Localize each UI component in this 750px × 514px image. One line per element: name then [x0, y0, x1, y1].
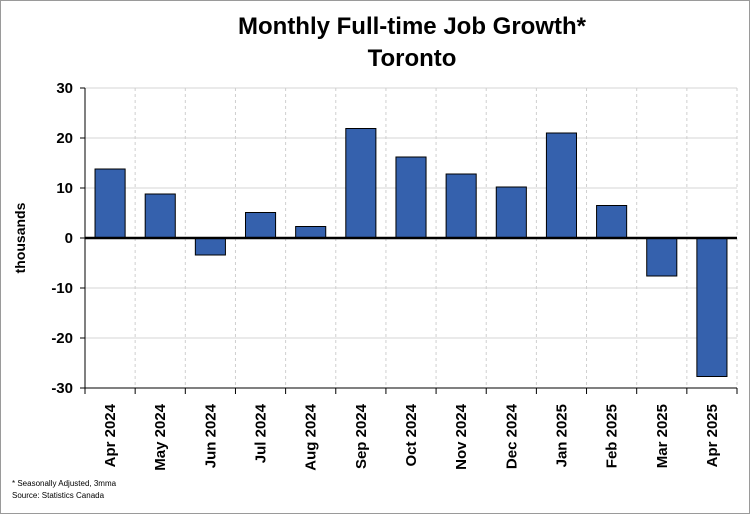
x-tick-labels: Apr 2024 May 2024 Jun 2024 Jul 2024 Aug 2024… — [102, 403, 721, 470]
bar-mar-2025 — [646, 237, 678, 277]
x-tick-label: Oct 2024 — [403, 403, 420, 466]
chart-title-line-1: Monthly Full-time Job Growth* — [238, 13, 587, 40]
y-tick-label: -10 — [51, 280, 73, 297]
footnote-source: Source: Statistics Canada — [12, 491, 105, 500]
bar-nov-2024 — [445, 173, 477, 239]
bars — [94, 128, 728, 377]
footnote-seasonal: * Seasonally Adjusted, 3mma — [12, 479, 117, 488]
y-tick-label: -30 — [51, 380, 73, 397]
y-tick-label: 30 — [56, 80, 73, 97]
bar-aug-2024 — [295, 226, 327, 239]
y-tick-label: 20 — [56, 130, 73, 147]
bar-jul-2024 — [244, 212, 277, 239]
bar-jun-2024 — [194, 237, 226, 256]
x-tick-label: Jan 2025 — [553, 404, 570, 467]
x-tick-label: Aug 2024 — [303, 403, 320, 470]
x-tick-label: Jul 2024 — [253, 403, 270, 463]
y-tick-label: -20 — [51, 330, 73, 347]
bar-jan-2025 — [545, 132, 578, 239]
x-tick-label: Dec 2024 — [503, 403, 520, 469]
axes — [80, 87, 738, 394]
chart-title-line-2: Toronto — [368, 45, 457, 72]
y-axis-label: thousands — [12, 202, 28, 273]
x-tick-label: Feb 2025 — [604, 404, 621, 468]
bar-apr-2024 — [94, 168, 126, 239]
x-tick-label: May 2024 — [152, 403, 169, 470]
x-tick-label: Apr 2025 — [704, 404, 721, 467]
x-tick-label: Mar 2025 — [654, 404, 671, 468]
bar-oct-2024 — [395, 156, 427, 239]
bar-sep-2024 — [345, 128, 377, 239]
x-tick-label: Jun 2024 — [202, 403, 219, 468]
bar-feb-2025 — [596, 205, 628, 239]
bar-dec-2024 — [495, 186, 527, 239]
x-tick-label: Apr 2024 — [102, 403, 119, 467]
x-tick-label: Nov 2024 — [453, 403, 470, 470]
y-tick-label: 10 — [56, 180, 73, 197]
bar-apr-2025 — [696, 237, 728, 377]
bar-may-2024 — [144, 193, 176, 239]
y-tick-labels: 30 20 10 0 -10 -20 -30 — [51, 80, 73, 397]
y-tick-label: 0 — [65, 230, 73, 247]
x-tick-label: Sep 2024 — [353, 403, 370, 469]
